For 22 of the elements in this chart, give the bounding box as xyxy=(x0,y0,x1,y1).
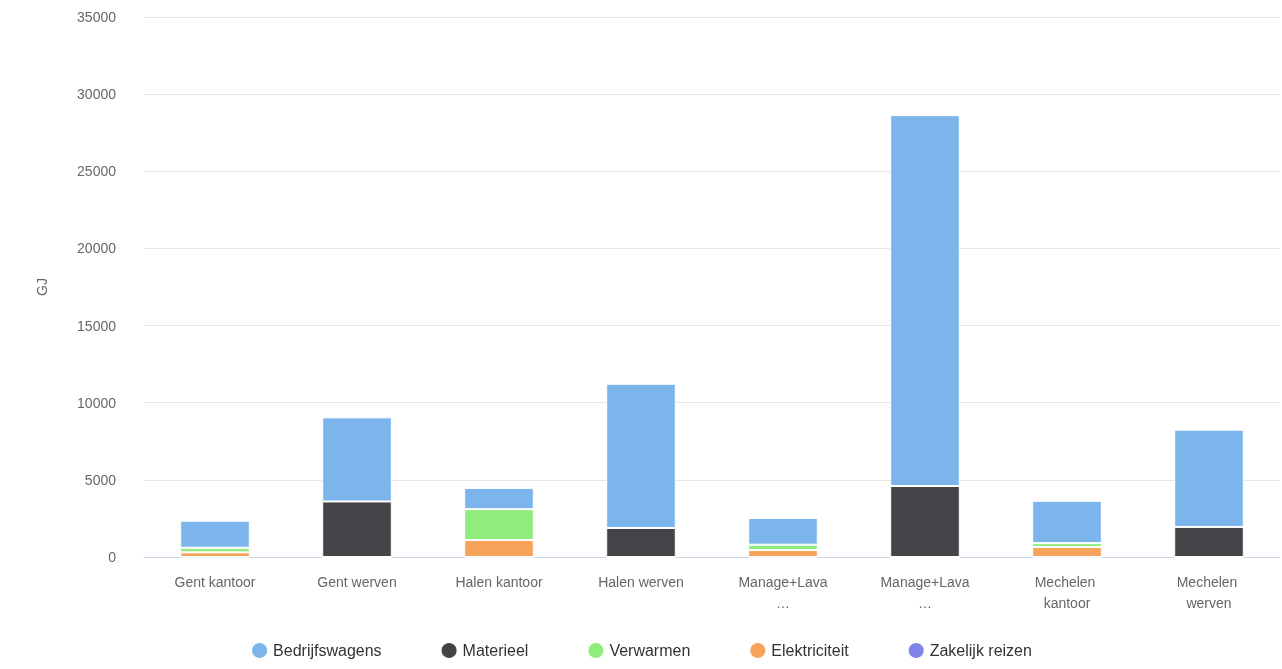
y-tick-label: 10000 xyxy=(77,394,117,411)
legend-label: Bedrijfswagens xyxy=(273,642,382,659)
x-tick-label: Manage+Lava… xyxy=(880,573,970,611)
x-tick-label: Halen werven xyxy=(598,573,684,590)
legend-label: Verwarmen xyxy=(609,642,691,659)
x-tick-label: Halen kantoor xyxy=(455,573,543,590)
x-tick-label: Mechelen werven xyxy=(1176,573,1242,611)
y-tick-label: 0 xyxy=(108,549,117,565)
legend-label: Elektriciteit xyxy=(771,642,850,659)
y-tick-label: 30000 xyxy=(77,86,117,103)
legend-label: Zakelijk reizen xyxy=(929,642,1032,659)
y-tick-label: 25000 xyxy=(77,163,117,180)
x-tick-label: Gent kantoor xyxy=(174,573,256,590)
y-tick-label: 35000 xyxy=(77,9,117,25)
x-tick-label: Gent werven xyxy=(317,573,397,590)
y-tick-label: 20000 xyxy=(77,240,117,257)
y-axis-title: GJ xyxy=(34,278,50,296)
legend-label: Materieel xyxy=(462,642,529,659)
x-tick-label: Mechelen kantoor xyxy=(1034,573,1100,611)
y-tick-label: 5000 xyxy=(84,471,117,488)
y-tick-label: 15000 xyxy=(77,317,117,334)
x-tick-label: Manage+Lava… xyxy=(738,573,828,611)
